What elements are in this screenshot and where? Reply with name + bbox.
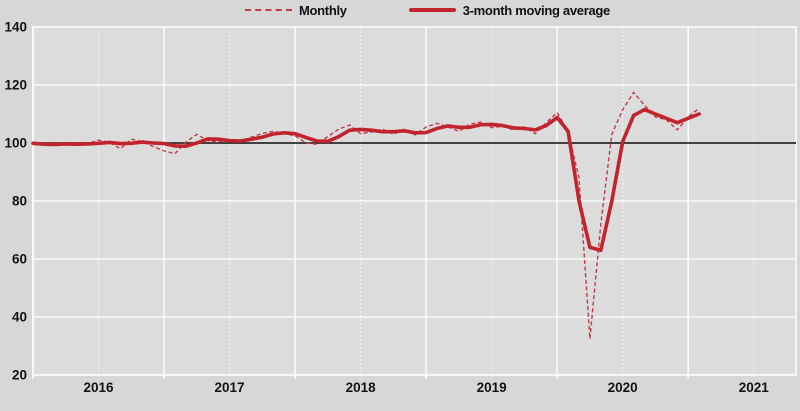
legend-item-monthly: Monthly: [244, 2, 347, 18]
legend: Monthly 3-month moving average: [0, 0, 800, 20]
legend-item-moving-average: 3-month moving average: [408, 2, 611, 18]
moving-average-solid-line-swatch: [408, 8, 456, 12]
moving-average-series-line: [31, 107, 701, 253]
y-axis-label: 40: [12, 310, 27, 325]
y-axis-label: 140: [4, 20, 27, 35]
y-axis-label: 60: [12, 252, 27, 267]
x-axis-label: 2019: [477, 380, 507, 395]
x-axis-label: 2021: [739, 380, 770, 395]
y-axis-label: 100: [4, 136, 27, 151]
y-axis-label: 20: [12, 368, 27, 383]
x-axis-label: 2017: [215, 380, 245, 395]
monthly-dashed-line-swatch: [244, 9, 292, 11]
x-axis-label: 2020: [608, 380, 638, 395]
monthly-series-line: [32, 91, 700, 340]
x-axis-label: 2018: [346, 380, 377, 395]
y-axis-label: 120: [4, 78, 27, 93]
y-axis-label: 80: [12, 194, 27, 209]
legend-label-monthly: Monthly: [298, 2, 347, 18]
plot-border: [32, 26, 797, 376]
legend-label-moving-average: 3-month moving average: [462, 2, 611, 18]
x-axis-label: 2016: [83, 380, 114, 395]
